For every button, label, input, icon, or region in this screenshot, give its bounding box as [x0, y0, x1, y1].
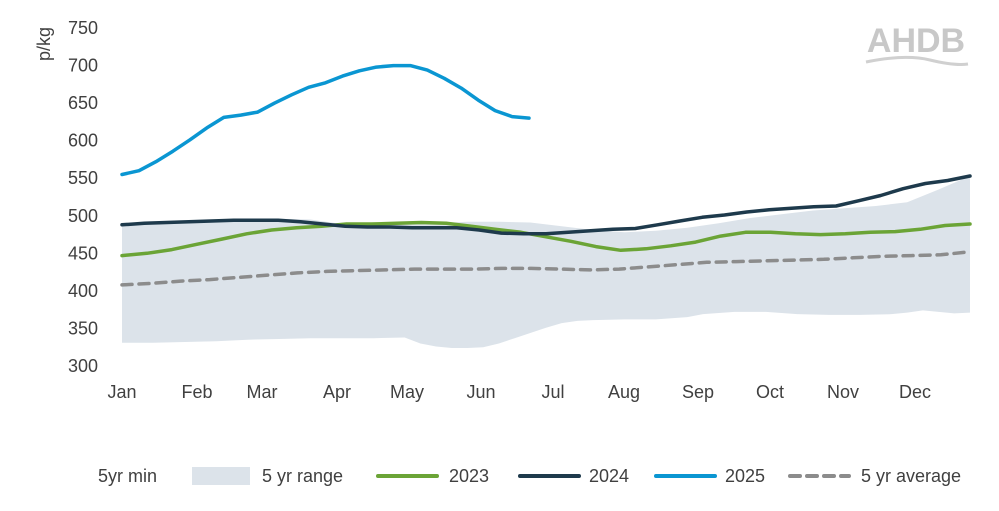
series-line-2025	[120, 63, 531, 177]
legend-item: 2023	[376, 466, 489, 486]
logo-text: AHDB	[867, 22, 965, 60]
y-tick-label: 350	[68, 318, 98, 338]
legend-label: 2023	[449, 466, 489, 486]
y-tick-label: 550	[68, 168, 98, 188]
legend-item: 2025	[654, 466, 765, 486]
y-tick-label: 300	[68, 356, 98, 376]
legend-swatch	[192, 467, 250, 485]
series-line-2023	[120, 220, 972, 258]
legend-item: 5yr min	[98, 466, 157, 486]
legend-item: 5 yr range	[192, 466, 343, 486]
five-yr-range-band	[122, 175, 970, 348]
x-tick-label: Mar	[247, 382, 278, 402]
y-tick-label: 500	[68, 206, 98, 226]
legend-label: 2024	[589, 466, 629, 486]
x-tick-label: Jun	[466, 382, 495, 402]
legend-item: 5 yr average	[788, 466, 961, 486]
y-axis-label: p/kg	[34, 27, 54, 61]
legend-label: 5yr min	[98, 466, 157, 486]
x-tick-label: Jul	[541, 382, 564, 402]
y-tick-label: 700	[68, 56, 98, 76]
series-line-5-yr-average	[120, 250, 972, 287]
series-line-2024	[120, 174, 972, 236]
x-tick-label: Jan	[107, 382, 136, 402]
y-tick-label: 750	[68, 18, 98, 38]
x-tick-label: May	[390, 382, 424, 402]
legend-label: 5 yr average	[861, 466, 961, 486]
x-tick-label: Oct	[756, 382, 784, 402]
y-tick-label: 650	[68, 93, 98, 113]
y-tick-label: 450	[68, 243, 98, 263]
legend-label: 5 yr range	[262, 466, 343, 486]
x-tick-label: Apr	[323, 382, 351, 402]
legend-label: 2025	[725, 466, 765, 486]
x-tick-label: Feb	[181, 382, 212, 402]
ahdb-logo: AHDB	[865, 22, 969, 66]
x-tick-label: Sep	[682, 382, 714, 402]
x-tick-label: Aug	[608, 382, 640, 402]
x-tick-label: Nov	[827, 382, 859, 402]
y-tick-label: 400	[68, 281, 98, 301]
y-tick-label: 600	[68, 131, 98, 151]
x-tick-label: Dec	[899, 382, 931, 402]
logo-swoosh-icon	[865, 55, 969, 66]
legend-item: 2024	[518, 466, 629, 486]
